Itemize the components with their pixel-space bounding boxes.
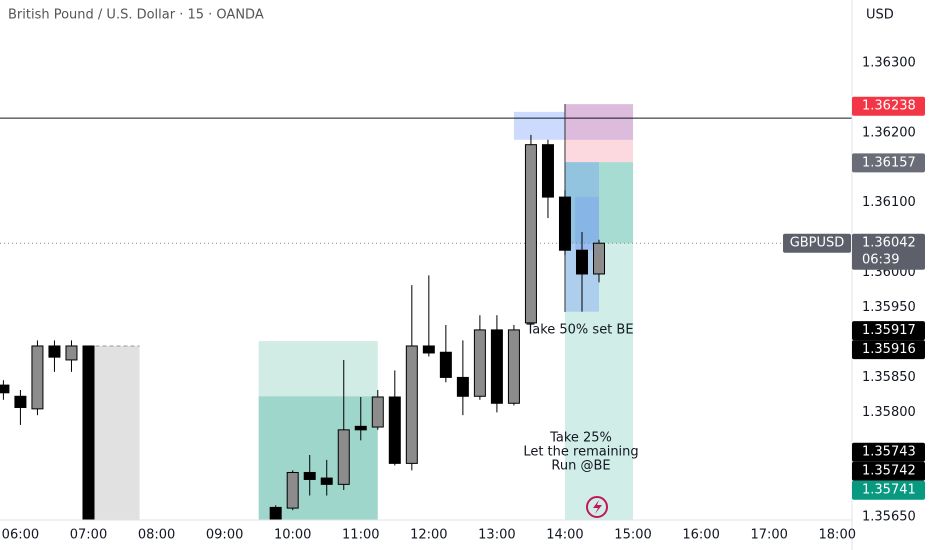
currency: USD [866,8,894,23]
chart-title: British Pound / U.S. Dollar · 15 · OANDA [8,8,264,23]
price-label-box [852,461,925,481]
candle-body [320,477,333,485]
price-label: 1.35916 [862,342,916,357]
y-tick-label: 1.35650 [862,510,916,525]
candle-body [405,345,418,464]
x-tick-label: 06:00 [2,528,39,543]
position-zone [575,197,600,251]
candle-body [371,396,384,428]
price-label-box [852,96,925,116]
x-tick-label: 16:00 [682,528,719,543]
symbol-label: GBPUSD [790,236,845,251]
candle-body [0,384,10,394]
annotation: Take 25% [549,431,612,446]
candle-body [14,395,27,408]
price-label-box [852,442,925,462]
x-tick-label: 13:00 [478,528,515,543]
candle-body [388,396,401,464]
countdown: 06:39 [862,253,899,268]
candle-body [575,249,588,275]
x-tick-label: 17:00 [750,528,787,543]
candle-body [507,329,520,404]
position-zone [564,243,634,520]
x-tick-label: 14:00 [546,528,583,543]
x-tick-label: 18:00 [819,528,856,543]
price-label-box [852,321,925,341]
y-tick-label: 1.35800 [862,405,916,420]
price-label: 1.36157 [862,155,916,170]
x-tick-label: 08:00 [138,528,175,543]
price-label: 1.35742 [862,464,916,479]
price-label: 1.35741 [862,483,916,498]
event-icon-bolt [593,500,602,514]
event-icon [586,496,608,518]
x-tick-label: 12:00 [410,528,447,543]
position-zone [513,111,565,140]
position-zone [564,162,634,244]
candle-body [354,425,367,431]
candle-body [558,196,571,251]
price-label-box [852,480,925,500]
overlay: Take 50% set BE Take 25%Let the remaining… [523,323,639,518]
annotation: Let the remaining [523,445,638,460]
annotation: Run @BE [551,459,610,474]
candle-body [422,345,435,354]
candle-body [490,329,503,404]
last-price-label: 1.36042 [862,236,916,251]
x-tick-label: 15:00 [614,528,651,543]
position-zone [564,104,634,140]
x-tick-label: 07:00 [70,528,107,543]
candle-body [524,144,537,324]
y-tick-label: 1.35850 [862,370,916,385]
candle-body [31,345,44,410]
candle-body [286,471,299,509]
price-label-box [852,340,925,360]
position-zone [88,345,140,520]
price-label: 1.36238 [862,99,916,114]
symbol-label-box [783,233,851,253]
x-tick-label: 11:00 [342,528,379,543]
candle-body [439,351,452,378]
candle-body [541,144,554,198]
candle-body [593,242,606,275]
candle-body [473,329,486,397]
candle-body [65,345,78,361]
position-zone [564,104,634,163]
candle-body [48,345,61,358]
price-label-box [852,153,925,173]
price-label: 1.35917 [862,323,916,338]
price-label: 1.35743 [862,445,916,460]
last-price-box [852,233,925,270]
plot-area [0,104,852,520]
candle-body [303,471,316,480]
x-tick-label: 09:00 [206,528,243,543]
x-tick-label: 10:00 [274,528,311,543]
candle-body [82,345,95,520]
candle-body [269,506,282,520]
y-tick-label: 1.35950 [862,300,916,315]
y-tick-label: 1.36200 [862,125,916,140]
y-tick-label: 1.36100 [862,195,916,210]
position-zone [258,396,378,520]
y-tick-label: 1.36300 [862,55,916,70]
candle-body [337,429,350,485]
annotation: Take 50% set BE [525,323,633,338]
candle-body [456,376,469,397]
position-zone [258,341,378,397]
